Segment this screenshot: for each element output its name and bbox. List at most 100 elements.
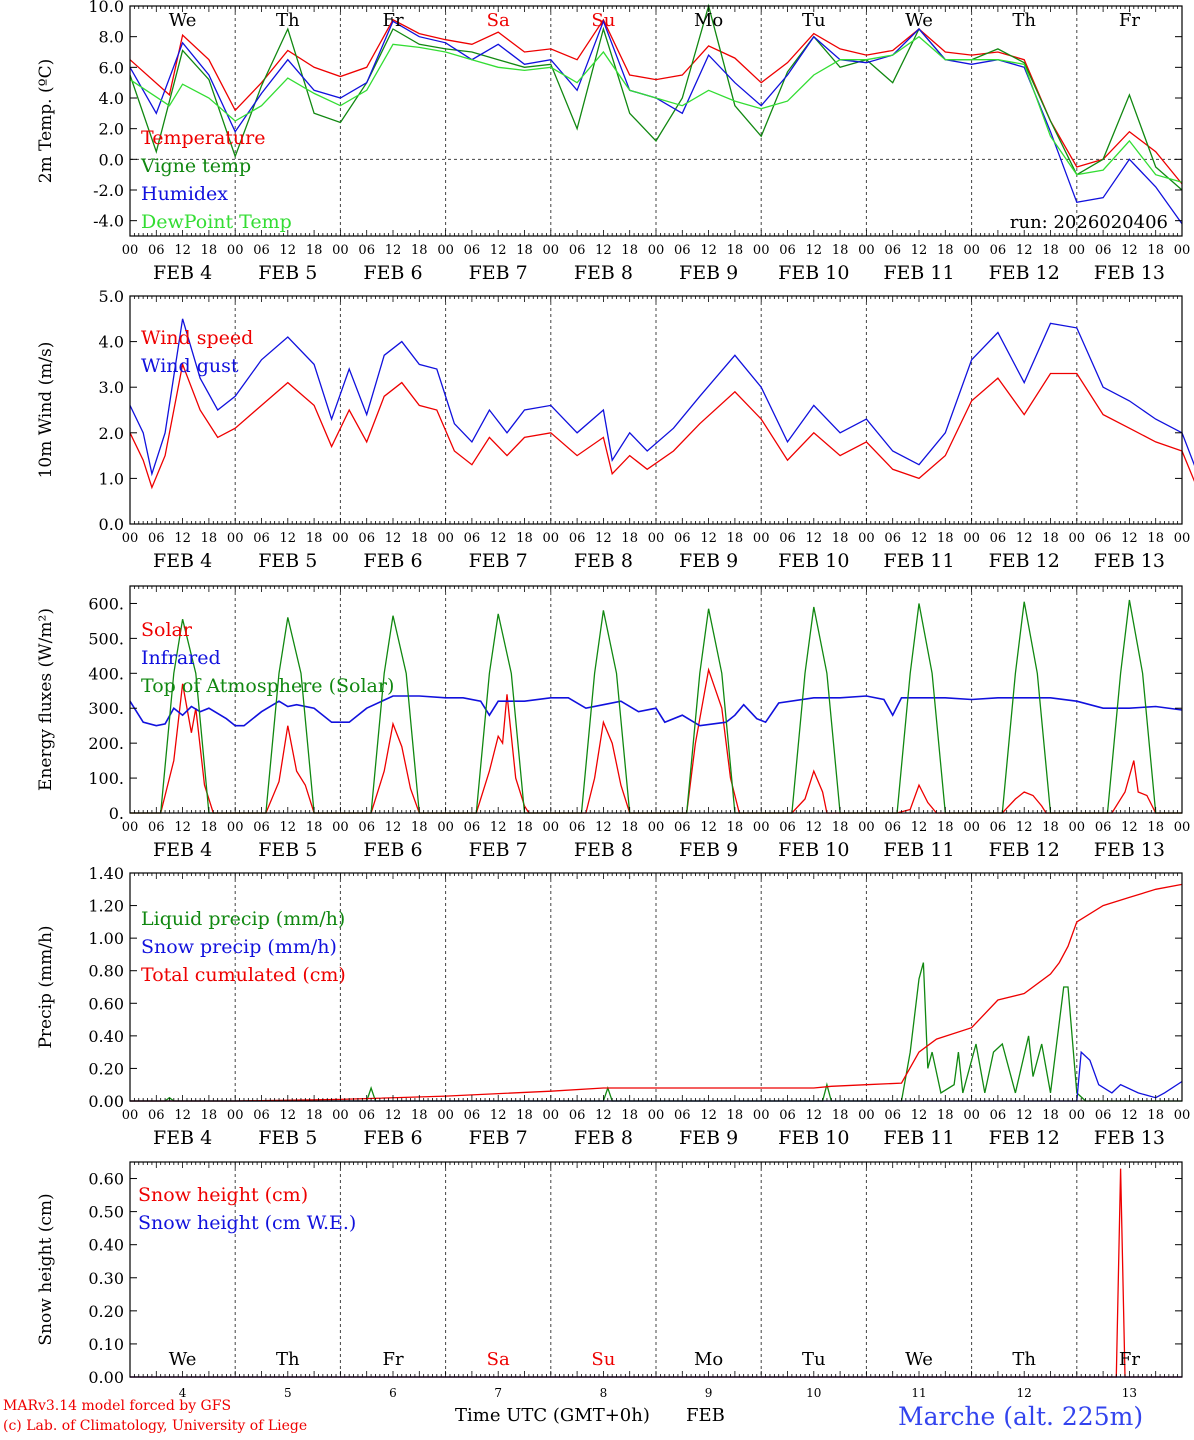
date-label: FEB 11	[883, 550, 954, 572]
date-label: FEB 4	[153, 839, 212, 861]
hour-tick-label: 00	[1174, 1108, 1191, 1123]
date-label: FEB 8	[574, 1127, 633, 1149]
hour-tick-label: 00	[858, 243, 875, 258]
hour-tick-label: 00	[227, 1108, 244, 1123]
date-label: FEB 5	[258, 1127, 317, 1149]
y-tick-label: 100.	[88, 769, 124, 788]
hour-tick-label: 00	[227, 531, 244, 546]
date-label: FEB 4	[153, 262, 212, 284]
date-label: FEB 11	[883, 839, 954, 861]
y-axis-title: Precip (mm/h)	[36, 925, 56, 1048]
weekday-label: Sa	[487, 10, 510, 31]
hour-tick-label: 12	[806, 1108, 823, 1123]
legend-entry-2: Infrared	[141, 647, 221, 669]
legend-entry-2: Snow precip (mm/h)	[141, 936, 337, 958]
footer-model-credit: MARv3.14 model forced by GFS	[3, 1398, 232, 1414]
series-line-1	[129, 362, 1194, 490]
y-axis-title: Snow height (cm)	[36, 1193, 56, 1345]
hour-tick-label: 12	[490, 820, 507, 835]
hour-tick-label: 06	[569, 531, 586, 546]
hour-tick-label: 00	[437, 820, 454, 835]
date-label: FEB 8	[574, 262, 633, 284]
hour-tick-label: 00	[858, 820, 875, 835]
hour-tick-label: 18	[727, 531, 744, 546]
hour-tick-label: 18	[201, 1108, 218, 1123]
series-line-4	[129, 35, 1183, 183]
hour-tick-label: 06	[1095, 531, 1112, 546]
hour-tick-label: 06	[779, 243, 796, 258]
footer-lab-credit: (c) Lab. of Climatology, University of L…	[3, 1418, 308, 1434]
hour-tick-label: 00	[332, 1108, 349, 1123]
date-label: FEB 7	[469, 839, 528, 861]
hour-tick-label: 00	[1069, 243, 1086, 258]
date-label: FEB 12	[989, 839, 1060, 861]
hour-tick-label: 00	[1069, 1108, 1086, 1123]
legend-entry-4: DewPoint Temp	[141, 211, 292, 233]
y-tick-label: 1.40	[88, 864, 124, 883]
hour-tick-label: 18	[516, 1108, 533, 1123]
hour-tick-label: 18	[1147, 820, 1164, 835]
hour-tick-label: 06	[253, 820, 270, 835]
y-tick-label: 3.0	[99, 378, 124, 397]
weekday-label: We	[169, 10, 197, 31]
date-label: FEB 7	[469, 550, 528, 572]
hour-tick-label: 06	[464, 820, 481, 835]
hour-tick-label: 18	[201, 820, 218, 835]
y-tick-label: 2.0	[99, 424, 124, 443]
hour-tick-label: 18	[306, 820, 323, 835]
legend-entry-3: Top of Atmosphere (Solar)	[141, 675, 394, 697]
hour-tick-label: 12	[174, 243, 191, 258]
hour-tick-label: 12	[806, 820, 823, 835]
day-number-label: 8	[600, 1386, 608, 1400]
date-label: FEB 12	[989, 550, 1060, 572]
run-annotation: run: 2026020406	[1010, 212, 1168, 233]
hour-tick-label: 18	[1147, 1108, 1164, 1123]
y-tick-label: 0.	[109, 804, 124, 823]
date-label: FEB 4	[153, 1127, 212, 1149]
hour-tick-label: 18	[937, 1108, 954, 1123]
hour-tick-label: 06	[1095, 243, 1112, 258]
hour-tick-label: 00	[1069, 820, 1086, 835]
hour-tick-label: 18	[306, 243, 323, 258]
hour-tick-label: 12	[911, 1108, 928, 1123]
weekday-label: Fr	[1119, 10, 1140, 31]
date-label: FEB 6	[363, 839, 422, 861]
hour-tick-label: 06	[253, 1108, 270, 1123]
hour-tick-label: 06	[990, 820, 1007, 835]
date-label: FEB 8	[574, 839, 633, 861]
day-number-label: 7	[494, 1386, 502, 1400]
panel-2: 0.0 1.0 2.0 3.0 4.0 5.0 10m Wind (m/s) Wind spe…	[36, 287, 1194, 572]
y-tick-label: 4.0	[99, 333, 124, 352]
hour-tick-label: 18	[727, 243, 744, 258]
weekday-label: Th	[276, 10, 300, 31]
y-tick-label: 0.20	[88, 1302, 124, 1321]
hour-tick-label: 12	[490, 1108, 507, 1123]
hour-tick-label: 00	[122, 1108, 139, 1123]
hour-tick-label: 18	[1042, 531, 1059, 546]
hour-tick-label: 06	[253, 243, 270, 258]
hour-tick-label: 00	[648, 243, 665, 258]
date-label: FEB 10	[778, 550, 849, 572]
y-tick-label: 1.00	[88, 929, 124, 948]
hour-tick-label: 06	[674, 1108, 691, 1123]
hour-tick-label: 00	[648, 531, 665, 546]
y-tick-label: 400.	[88, 664, 124, 683]
hour-tick-label: 00	[753, 820, 770, 835]
hour-tick-label: 00	[963, 820, 980, 835]
y-axis-title: Energy fluxes (W/m²)	[36, 608, 56, 791]
date-label: FEB 10	[778, 1127, 849, 1149]
series-line-2	[129, 318, 1194, 477]
y-tick-label: 0.80	[88, 962, 124, 981]
hour-tick-label: 18	[516, 243, 533, 258]
hour-tick-label: 00	[332, 243, 349, 258]
hour-tick-label: 00	[437, 531, 454, 546]
hour-tick-label: 06	[358, 1108, 375, 1123]
hour-tick-label: 00	[1174, 820, 1191, 835]
hour-tick-label: 18	[727, 1108, 744, 1123]
hour-tick-label: 18	[832, 1108, 849, 1123]
weekday-label: Sa	[487, 1349, 510, 1370]
y-tick-label: 0.40	[88, 1236, 124, 1255]
hour-tick-label: 18	[832, 243, 849, 258]
legend-entry-3: Humidex	[141, 183, 228, 205]
hour-tick-label: 12	[806, 531, 823, 546]
